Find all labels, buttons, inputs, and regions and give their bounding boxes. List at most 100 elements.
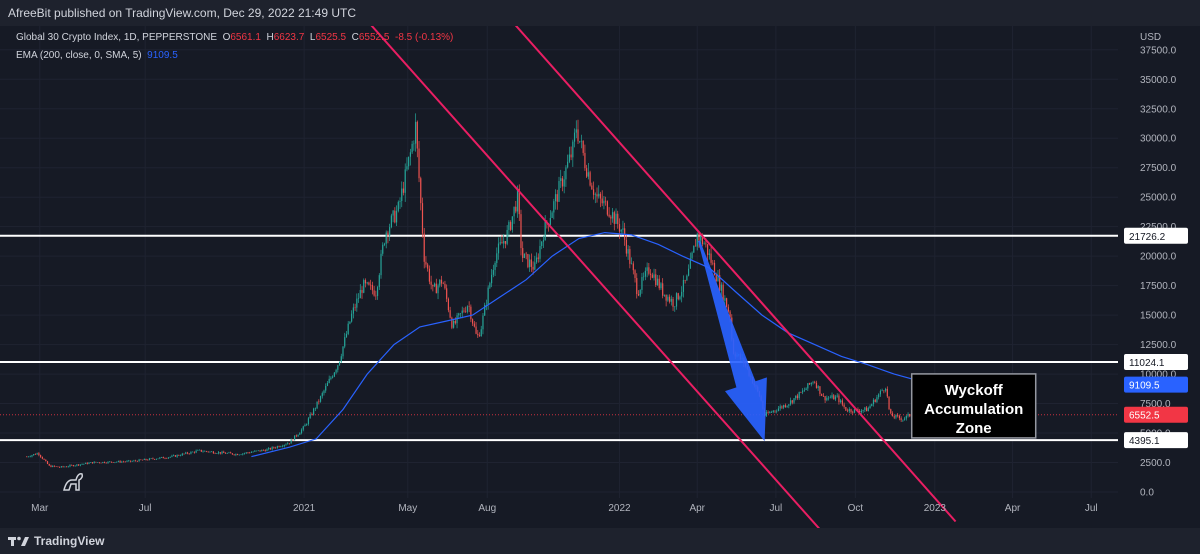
y-tick-label: 22500.0 bbox=[1140, 222, 1177, 233]
candle-body bbox=[399, 200, 401, 202]
candle-body bbox=[637, 293, 640, 296]
candle-body bbox=[848, 409, 850, 412]
candle-body bbox=[613, 212, 615, 224]
candle-body bbox=[354, 307, 356, 309]
candle-body bbox=[594, 194, 596, 195]
candle-body bbox=[532, 266, 534, 270]
candle-body bbox=[128, 460, 130, 462]
candle-body bbox=[52, 465, 54, 467]
candle-body bbox=[103, 461, 106, 463]
candle-body bbox=[580, 140, 583, 142]
candle-body bbox=[679, 296, 681, 300]
candle-body bbox=[458, 313, 460, 316]
y-tick-label: 37500.0 bbox=[1140, 45, 1177, 56]
candle-body bbox=[252, 451, 254, 453]
candle-body bbox=[565, 167, 567, 180]
candle-body bbox=[71, 465, 73, 466]
y-tick-label: 17500.0 bbox=[1140, 281, 1177, 292]
candle-body bbox=[207, 451, 209, 453]
candle-body bbox=[102, 461, 104, 463]
candle-body bbox=[599, 193, 602, 199]
candle-body bbox=[573, 132, 576, 142]
chart-area[interactable]: 0.02500.05000.07500.010000.012500.015000… bbox=[0, 0, 1200, 534]
y-tick-label: 20000.0 bbox=[1140, 252, 1177, 263]
tradingview-logo[interactable]: TradingView bbox=[8, 534, 104, 548]
candle-body bbox=[601, 198, 603, 204]
candle-body bbox=[503, 241, 505, 244]
candle-body bbox=[332, 376, 334, 378]
candle-body bbox=[164, 458, 166, 459]
candle-body bbox=[347, 323, 349, 334]
candle-body bbox=[160, 457, 163, 458]
candle-body bbox=[895, 414, 897, 418]
candle-body bbox=[162, 457, 164, 459]
candle-body bbox=[186, 452, 189, 454]
candlestick-chart[interactable]: 0.02500.05000.07500.010000.012500.015000… bbox=[0, 0, 1200, 534]
candle-body bbox=[860, 410, 862, 413]
candle-body bbox=[890, 409, 892, 414]
candle-body bbox=[798, 392, 800, 399]
candle-body bbox=[173, 455, 175, 456]
candle-body bbox=[840, 400, 842, 403]
candle-body bbox=[523, 253, 526, 258]
publish-header: AfreeBit published on TradingView.com, D… bbox=[0, 0, 1200, 26]
candle-body bbox=[551, 212, 553, 218]
ema-series bbox=[251, 231, 933, 458]
candle-body bbox=[368, 282, 370, 285]
candle-body bbox=[214, 453, 216, 454]
candle-body bbox=[148, 458, 151, 460]
candle-body bbox=[655, 274, 657, 286]
ema-label: EMA (200, close, 0, SMA, 5) bbox=[16, 50, 142, 61]
candle-body bbox=[383, 243, 386, 245]
candle-body bbox=[838, 395, 840, 403]
candle-body bbox=[810, 382, 812, 385]
candle-body bbox=[549, 217, 551, 225]
candle-body bbox=[421, 203, 424, 234]
candle-body bbox=[492, 269, 494, 275]
annotation-text: Wyckoff bbox=[945, 382, 1004, 399]
candle-body bbox=[64, 466, 66, 468]
candle-body bbox=[262, 449, 265, 451]
candle-body bbox=[776, 410, 778, 412]
candle-body bbox=[712, 262, 714, 264]
go-to-realtime-icon[interactable] bbox=[60, 468, 86, 494]
candle-body bbox=[639, 289, 641, 296]
candle-body bbox=[845, 406, 847, 411]
candle-body bbox=[345, 333, 348, 338]
candle-body bbox=[340, 356, 342, 362]
candle-body bbox=[470, 306, 472, 320]
candle-body bbox=[88, 462, 90, 464]
x-tick-label: Aug bbox=[478, 503, 496, 514]
candle-body bbox=[48, 463, 50, 466]
candle-body bbox=[710, 253, 712, 263]
low-label: L bbox=[309, 32, 316, 43]
footer-bar: TradingView bbox=[0, 528, 1200, 554]
candle-body bbox=[893, 416, 895, 418]
candle-body bbox=[611, 212, 614, 219]
high-value: 6623.7 bbox=[273, 32, 305, 43]
candle-body bbox=[392, 210, 394, 216]
candle-body bbox=[508, 222, 510, 230]
candle-body bbox=[834, 396, 837, 400]
candle-body bbox=[179, 455, 182, 457]
candle-body bbox=[250, 452, 253, 453]
candle-body bbox=[159, 457, 161, 459]
candle-body bbox=[482, 315, 484, 330]
candle-body bbox=[349, 321, 351, 324]
candle-body bbox=[98, 462, 100, 463]
candle-body bbox=[449, 310, 451, 318]
candle-body bbox=[117, 460, 119, 462]
candle-body bbox=[273, 447, 275, 448]
candle-body bbox=[204, 451, 206, 452]
candle-body bbox=[166, 458, 168, 459]
ema-legend: EMA (200, close, 0, SMA, 5) 9109.5 bbox=[16, 50, 178, 61]
candle-body bbox=[190, 451, 192, 454]
candle-body bbox=[518, 188, 520, 215]
candle-body bbox=[110, 461, 113, 463]
candle-body bbox=[726, 298, 728, 308]
candle-body bbox=[826, 397, 828, 401]
candle-body bbox=[147, 459, 149, 461]
candle-body bbox=[807, 383, 809, 389]
candle-body bbox=[95, 461, 97, 463]
candle-body bbox=[442, 283, 444, 285]
